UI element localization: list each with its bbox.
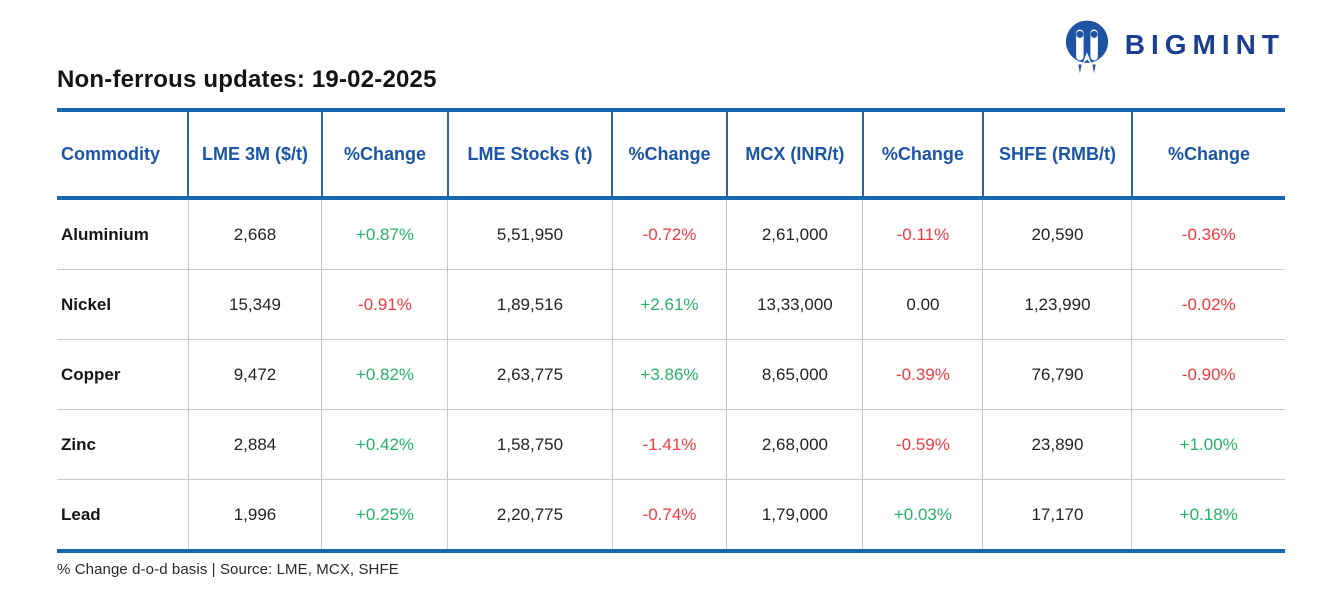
cell-change: -0.91% (321, 269, 448, 340)
commodity-name: Nickel (61, 294, 112, 314)
table-row-lead: Lead 1,996 +0.25% 2,20,775 -0.74% 1,79,0… (57, 479, 1285, 551)
col-header-lme-stocks-change: %Change (611, 110, 727, 198)
cell-change: -0.90% (1131, 339, 1285, 410)
col-header-lme-stocks: LME Stocks (t) (446, 110, 613, 198)
commodity-name: Zinc (61, 434, 96, 454)
commodity-table: Commodity LME 3M ($/t) %Change LME Stock… (57, 108, 1285, 553)
header-row: Commodity LME 3M ($/t) %Change LME Stock… (57, 110, 1285, 198)
cell-value: 2,61,000 (726, 198, 863, 270)
cell-value: 1,996 (187, 479, 322, 551)
cell-value: 13,33,000 (726, 269, 863, 340)
cell-change: -0.74% (611, 479, 727, 551)
cell-change: -0.02% (1131, 269, 1285, 340)
cell-value: 76,790 (982, 339, 1132, 410)
cell-change: -0.39% (862, 339, 983, 410)
col-header-mcx: MCX (INR/t) (725, 110, 863, 198)
commodity-name: Aluminium (61, 224, 149, 244)
col-header-shfe: SHFE (RMB/t) (981, 110, 1132, 198)
cell-change: +2.61% (611, 269, 727, 340)
table-row-nickel: Nickel 15,349 -0.91% 1,89,516 +2.61% 13,… (57, 269, 1285, 340)
table-row-zinc: Zinc 2,884 +0.42% 1,58,750 -1.41% 2,68,0… (57, 409, 1285, 480)
cell-value: 20,590 (982, 198, 1132, 270)
cell-change: +0.42% (321, 409, 448, 480)
cell-change: +3.86% (611, 339, 727, 410)
commodity-name: Copper (61, 364, 121, 384)
cell-change: +0.03% (862, 479, 983, 551)
table-row-aluminium: Aluminium 2,668 +0.87% 5,51,950 -0.72% 2… (57, 198, 1285, 270)
cell-change: -0.59% (862, 409, 983, 480)
cell-value: 8,65,000 (726, 339, 863, 410)
table-header: Commodity LME 3M ($/t) %Change LME Stock… (57, 110, 1285, 198)
cell-change: -0.72% (611, 198, 727, 270)
commodity-table-wrap: Commodity LME 3M ($/t) %Change LME Stock… (57, 108, 1285, 553)
cell-change: -0.36% (1131, 198, 1285, 270)
cell-change: 0.00 (862, 269, 983, 340)
cell-value: 1,89,516 (447, 269, 613, 340)
table-body: Aluminium 2,668 +0.87% 5,51,950 -0.72% 2… (57, 198, 1285, 551)
cell-change: +0.18% (1131, 479, 1285, 551)
col-header-lme-3m-change: %Change (320, 110, 448, 198)
cell-value: 17,170 (982, 479, 1132, 551)
col-header-mcx-change: %Change (861, 110, 983, 198)
col-header-lme-3m: LME 3M ($/t) (187, 110, 322, 198)
cell-value: 1,58,750 (447, 409, 613, 480)
cell-value: 2,884 (187, 409, 322, 480)
commodity-name: Lead (61, 504, 101, 524)
col-header-shfe-change: %Change (1130, 110, 1285, 198)
cell-change: +0.82% (321, 339, 448, 410)
cell-change: +0.25% (321, 479, 448, 551)
cell-value: 1,23,990 (982, 269, 1132, 340)
cell-value: 2,68,000 (726, 409, 863, 480)
cell-change: -0.11% (862, 198, 983, 270)
bigmint-logo: BIGMINT (1061, 18, 1285, 80)
cell-value: 2,668 (187, 198, 322, 270)
cell-value: 2,63,775 (447, 339, 613, 410)
cell-change: -1.41% (611, 409, 727, 480)
cell-value: 5,51,950 (447, 198, 613, 270)
table-row-copper: Copper 9,472 +0.82% 2,63,775 +3.86% 8,65… (57, 339, 1285, 410)
cell-value: 15,349 (187, 269, 322, 340)
cell-change: +0.87% (321, 198, 448, 270)
page-title: Non-ferrous updates: 19-02-2025 (57, 66, 437, 93)
cell-change: +1.00% (1131, 409, 1285, 480)
source-footnote: % Change d-o-d basis | Source: LME, MCX,… (57, 561, 399, 578)
cell-value: 9,472 (187, 339, 322, 410)
cell-value: 23,890 (982, 409, 1132, 480)
col-header-commodity: Commodity (61, 143, 160, 164)
brand-name: BIGMINT (1124, 29, 1285, 60)
bigmint-owl-icon (1061, 18, 1113, 80)
cell-value: 2,20,775 (447, 479, 613, 551)
cell-value: 1,79,000 (726, 479, 863, 551)
